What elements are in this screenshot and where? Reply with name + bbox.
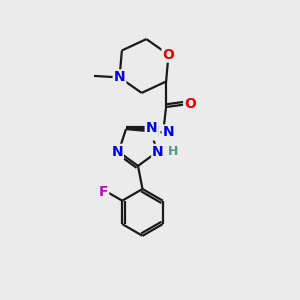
Text: F: F (99, 185, 108, 200)
Text: O: O (184, 97, 196, 111)
Text: N: N (152, 145, 164, 159)
Text: N: N (163, 125, 174, 140)
Text: N: N (114, 70, 125, 84)
Text: N: N (111, 145, 123, 159)
Text: H: H (148, 125, 159, 140)
Text: O: O (163, 48, 174, 62)
Text: H: H (168, 145, 178, 158)
Text: N: N (146, 122, 157, 135)
